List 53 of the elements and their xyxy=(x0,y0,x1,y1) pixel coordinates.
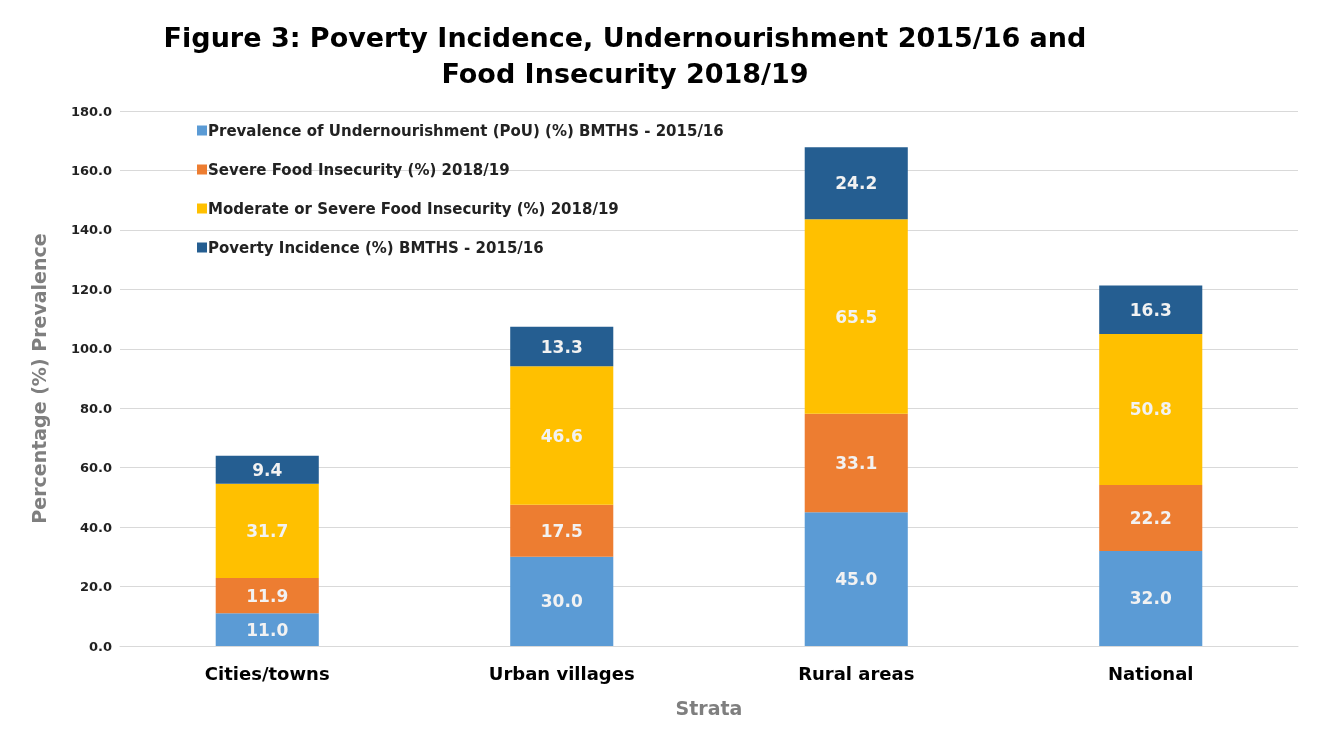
data-label: 11.0 xyxy=(246,619,289,640)
y-tick-label: 80.0 xyxy=(79,400,112,416)
y-tick-label: 140.0 xyxy=(70,222,112,238)
data-label: 17.5 xyxy=(540,520,583,541)
data-label: 50.8 xyxy=(1129,399,1172,420)
data-label: 46.6 xyxy=(540,425,583,446)
y-tick-label: 160.0 xyxy=(70,162,112,178)
y-tick-label: 60.0 xyxy=(79,460,112,476)
y-tick-label: 120.0 xyxy=(70,281,112,297)
y-axis-title: Percentage (%) Prevalence xyxy=(27,233,50,524)
data-label: 65.5 xyxy=(835,306,878,327)
data-label: 33.1 xyxy=(835,453,878,474)
y-tick-label: 100.0 xyxy=(70,341,112,357)
bar xyxy=(215,455,319,484)
bar xyxy=(510,326,614,367)
bar xyxy=(510,556,614,646)
y-tick-label: 40.0 xyxy=(79,519,112,535)
x-tick-label: National xyxy=(1108,662,1194,684)
y-tick-label: 20.0 xyxy=(79,579,112,595)
data-label: 22.2 xyxy=(1129,507,1172,528)
x-tick-label: Cities/towns xyxy=(204,662,330,684)
legend-label: Moderate or Severe Food Insecurity (%) 2018/19 xyxy=(208,199,619,218)
legend-label: Poverty Incidence (%) BMTHS - 2015/16 xyxy=(208,238,544,257)
data-label: 11.9 xyxy=(246,585,289,606)
bar xyxy=(215,483,319,578)
legend-label: Prevalence of Undernourishment (PoU) (%) BMTHS - 2015/16 xyxy=(208,121,724,140)
legend-label: Severe Food Insecurity (%) 2018/19 xyxy=(208,160,510,179)
chart-title: Figure 3: Poverty Incidence, Undernourishment 2015/16 and Food Insecurity 2018/19 xyxy=(163,21,1087,89)
x-tick-label: Rural areas xyxy=(798,662,915,684)
bar xyxy=(1099,550,1203,646)
data-label: 9.4 xyxy=(252,459,283,480)
bar xyxy=(804,413,908,513)
bar xyxy=(1099,484,1203,551)
bar xyxy=(804,219,908,414)
bar xyxy=(1099,285,1203,334)
bar xyxy=(215,613,319,646)
bar xyxy=(215,577,319,614)
data-label: 13.3 xyxy=(540,336,583,357)
y-tick-label: 180.0 xyxy=(70,103,112,119)
bar xyxy=(804,512,908,646)
bar xyxy=(1099,333,1203,485)
x-axis-title: Strata xyxy=(675,696,743,719)
data-label: 31.7 xyxy=(246,520,289,541)
data-label: 45.0 xyxy=(835,569,878,590)
data-label: 30.0 xyxy=(540,591,583,612)
y-tick-label: 0.0 xyxy=(88,638,112,654)
x-tick-label: Urban villages xyxy=(488,662,635,684)
data-label: 24.2 xyxy=(835,173,878,194)
data-label: 16.3 xyxy=(1129,299,1172,320)
bar xyxy=(510,504,614,557)
data-label: 32.0 xyxy=(1129,588,1172,609)
bar xyxy=(510,366,614,505)
bar xyxy=(804,147,908,220)
